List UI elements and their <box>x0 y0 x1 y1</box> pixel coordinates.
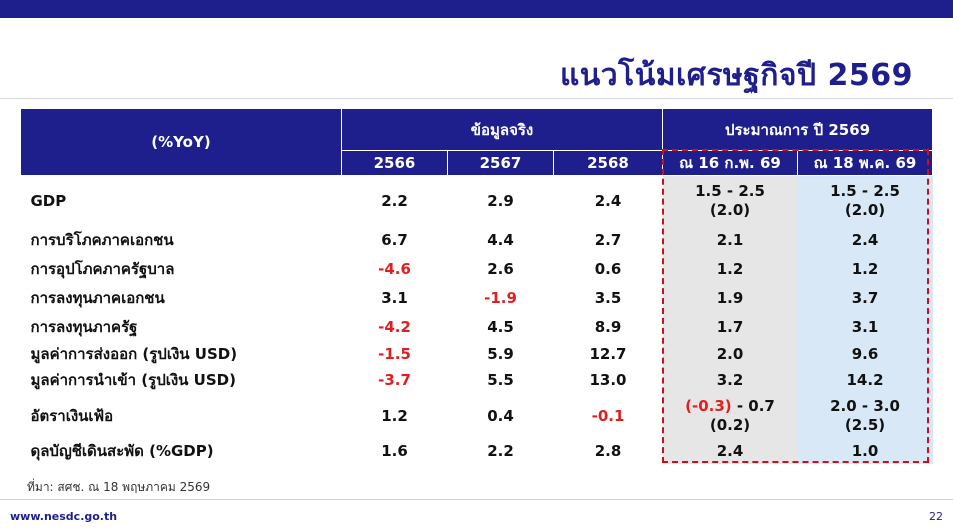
year-header-2568: 2568 <box>553 150 663 176</box>
range-high: - 0.7 <box>731 397 775 415</box>
cell-feb: (-0.3) - 0.7 (0.2) <box>662 393 798 439</box>
actual-data-header: ข้อมูลจริง <box>341 108 663 151</box>
cell-may: 2.4 <box>797 225 933 255</box>
cell-2566: -4.2 <box>378 317 411 336</box>
cell-may: 3.7 <box>797 283 933 313</box>
range-low-negative: (-0.3) <box>685 397 732 415</box>
cell-2567: 0.4 <box>487 407 514 425</box>
source-note: ที่มา: สศช. ณ 18 พฤษภาคม 2569 <box>27 480 211 494</box>
row-label: มูลค่าการส่งออก (รูปเงิน USD) <box>30 344 238 363</box>
row-label: การลงทุนภาครัฐ <box>30 317 138 336</box>
table-row: การลงทุนภาคเอกชน 3.1 -1.9 3.5 1.9 3.7 <box>21 283 933 313</box>
cell-2567: 2.9 <box>487 191 514 210</box>
cell-2568: 12.7 <box>589 344 627 363</box>
point-value: (2.0) <box>709 200 751 219</box>
point-value: (0.2) <box>709 416 751 434</box>
table-row: การบริโภคภาคเอกชน 6.7 4.4 2.7 2.1 2.4 <box>21 225 933 255</box>
point-value: (2.0) <box>844 200 886 219</box>
cell-2566: -3.7 <box>378 371 411 389</box>
table-row: มูลค่าการส่งออก (รูปเงิน USD) -1.5 5.9 1… <box>21 340 933 367</box>
point-value: (2.5) <box>844 416 886 434</box>
cell-feb: 1.7 <box>662 312 798 341</box>
cell-may: 3.1 <box>797 312 933 341</box>
cell-2567: -1.9 <box>484 289 517 307</box>
cell-2566: 1.2 <box>381 407 408 425</box>
row-label: มูลค่าการนำเข้า (รูปเงิน USD) <box>30 371 236 389</box>
page-title: แนวโน้มเศรษฐกิจปี 2569 <box>559 58 913 93</box>
range-value: 1.5 - 2.5 <box>830 181 900 200</box>
cell-2568: 8.9 <box>594 317 622 336</box>
forecast-may-header: ณ 18 พ.ค. 69 <box>796 150 934 176</box>
cell-2566: 2.2 <box>381 191 408 210</box>
cell-2567: 4.5 <box>487 317 514 336</box>
cell-2566: -1.5 <box>378 344 411 363</box>
row-label: GDP <box>30 191 67 210</box>
row-label: การอุปโภคภาครัฐบาล <box>30 260 175 278</box>
cell-2568: 2.4 <box>594 191 622 210</box>
cell-2568: 3.5 <box>594 289 622 307</box>
row-label: อัตราเงินเฟ้อ <box>30 407 114 425</box>
forecast-header: ประมาณการ ปี 2569 <box>661 108 934 151</box>
table-row: การอุปโภคภาครัฐบาล -4.6 2.6 0.6 1.2 1.2 <box>21 254 933 284</box>
cell-may: 9.6 <box>797 340 933 367</box>
cell-2567: 2.2 <box>487 442 514 460</box>
footer-divider <box>0 499 953 500</box>
table-row: อัตราเงินเฟ้อ 1.2 0.4 -0.1 (-0.3) - 0.7(… <box>21 393 933 439</box>
cell-feb: 3.2 <box>662 366 798 394</box>
cell-2566: -4.6 <box>378 260 411 278</box>
cell-feb: 2.4 <box>662 438 798 464</box>
cell-feb: 2.0 <box>662 340 798 367</box>
table-row: ดุลบัญชีเดินสะพัด (%GDP) 1.6 2.2 2.8 2.4… <box>21 438 933 464</box>
cell-2568: 2.8 <box>594 442 622 460</box>
forecast-feb-header: ณ 16 ก.พ. 69 <box>662 150 798 176</box>
cell-2567: 5.5 <box>487 371 514 389</box>
page-number: 22 <box>929 510 943 523</box>
cell-feb: 1.9 <box>662 283 798 313</box>
unit-header: (%YoY) <box>20 108 342 176</box>
cell-feb: 1.5 - 2.5 (2.0) <box>662 175 798 226</box>
cell-feb: 1.2 <box>662 254 798 284</box>
year-header-2567: 2567 <box>447 150 554 176</box>
cell-2566: 1.6 <box>381 442 408 460</box>
cell-may: 1.0 <box>797 438 933 464</box>
range-value: 1.5 - 2.5 <box>695 181 765 200</box>
cell-2566: 3.1 <box>381 289 408 307</box>
cell-may: 14.2 <box>797 366 933 394</box>
cell-2568: -0.1 <box>591 407 625 425</box>
cell-2568: 2.7 <box>594 231 622 249</box>
website-link[interactable]: www.nesdc.go.th <box>10 510 118 523</box>
table-row: การลงทุนภาครัฐ -4.2 4.5 8.9 1.7 3.1 <box>21 312 933 341</box>
year-header-2566: 2566 <box>341 150 448 176</box>
cell-2568: 0.6 <box>594 260 622 278</box>
title-divider <box>0 98 953 99</box>
row-label: ดุลบัญชีเดินสะพัด (%GDP) <box>30 442 214 460</box>
cell-may: 1.5 - 2.5 (2.0) <box>797 175 933 226</box>
cell-feb: 2.1 <box>662 225 798 255</box>
cell-2567: 5.9 <box>487 344 514 363</box>
cell-may: 1.2 <box>797 254 933 284</box>
row-label: การบริโภคภาคเอกชน <box>30 231 174 249</box>
cell-2567: 2.6 <box>487 260 514 278</box>
row-label: การลงทุนภาคเอกชน <box>30 289 165 307</box>
table-row: มูลค่าการนำเข้า (รูปเงิน USD) -3.7 5.5 1… <box>21 366 933 394</box>
table-row: GDP 2.2 2.9 2.4 1.5 - 2.5 (2.0) 1.5 - 2.5… <box>21 175 933 226</box>
forecast-table: (%YoY) ข้อมูลจริง ประมาณการ ปี 2569 2566… <box>20 108 934 464</box>
cell-may: 2.0 - 3.0 (2.5) <box>797 393 933 439</box>
cell-2567: 4.4 <box>487 231 514 249</box>
cell-2568: 13.0 <box>589 371 627 389</box>
range-value: 2.0 - 3.0 <box>830 397 900 415</box>
top-banner <box>0 0 953 18</box>
cell-2566: 6.7 <box>381 231 408 249</box>
